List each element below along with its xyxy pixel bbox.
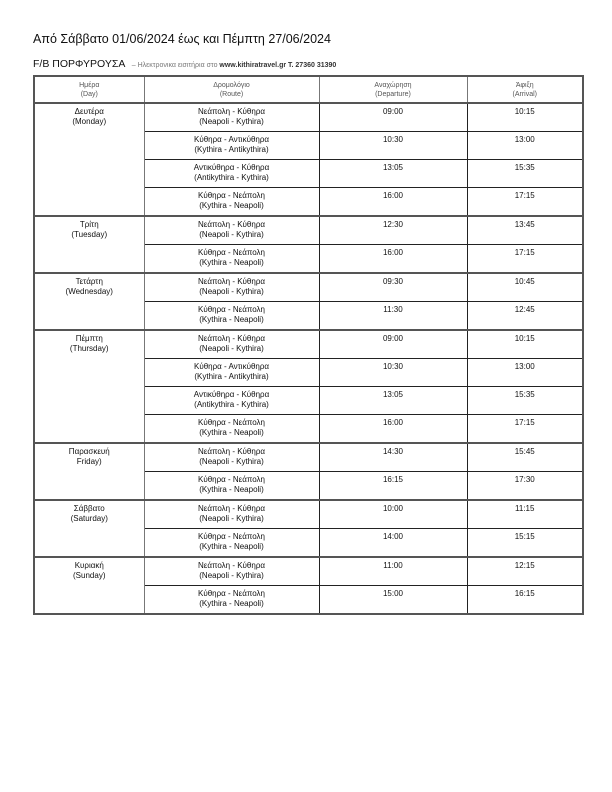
arrival-cell: 10:15 [466, 102, 584, 132]
day-cell: Δευτέρα (Monday) [33, 102, 145, 217]
header-arrival: Άφιξη (Arrival) [466, 75, 584, 104]
departure-cell: 10:00 [318, 499, 468, 529]
departure-cell: 09:30 [318, 272, 468, 302]
route-cell: Νεάπολη - Κύθηρα (Neapoli - Kythira) [143, 102, 320, 132]
ticket-note: – Ηλεκτρονικα εισιτήρια στο www.kithirat… [132, 62, 337, 69]
route-cell: Κύθηρα - Νεάπολη (Kythira - Neapoli) [143, 187, 320, 217]
departure-cell: 09:00 [318, 102, 468, 132]
departure-cell: 14:30 [318, 442, 468, 472]
departure-cell: 14:00 [318, 528, 468, 558]
arrival-cell: 13:00 [466, 131, 584, 160]
departure-cell: 10:30 [318, 358, 468, 387]
arrival-cell: 17:15 [466, 187, 584, 217]
header-route: Δρομολόγιο (Route) [143, 75, 320, 104]
day-cell: Παρασκευή Friday) [33, 442, 145, 501]
header-departure: Αναχώρηση (Departure) [318, 75, 468, 104]
table-row: Αντικύθηρα - Κύθηρα (Antikythira - Kythir… [34, 386, 584, 415]
day-cell: Σάββατο (Saturday) [33, 499, 145, 558]
route-cell: Κύθηρα - Αντικύθηρα (Kythira - Antikythir… [143, 131, 320, 160]
departure-cell: 09:00 [318, 329, 468, 359]
departure-cell: 16:00 [318, 244, 468, 274]
table-row: Κύθηρα - Αντικύθηρα (Kythira - Antikythir… [34, 131, 584, 160]
arrival-cell: 12:45 [466, 301, 584, 331]
departure-cell: 16:00 [318, 414, 468, 444]
route-cell: Αντικύθηρα - Κύθηρα (Antikythira - Kythir… [143, 386, 320, 415]
vessel-name: F/B ΠΟΡΦΥΡΟΥΣΑ [33, 58, 125, 70]
route-cell: Κύθηρα - Νεάπολη (Kythira - Neapoli) [143, 414, 320, 444]
arrival-cell: 15:15 [466, 528, 584, 558]
arrival-cell: 10:45 [466, 272, 584, 302]
table-row: Κύθηρα - Νεάπολη (Kythira - Neapoli) 15:00… [34, 585, 584, 615]
header-row: Ημέρα (Day) Δρομολόγιο (Route) Αναχώρηση (D… [33, 75, 584, 104]
table-row: Σάββατο (Saturday) Νεάπολη - Κύθηρα (Neapol… [33, 499, 584, 558]
table-row: Τετάρτη (Wednesday) Νεάπολη - Κύθηρα (Neapo… [33, 272, 584, 331]
note-prefix: – Ηλεκτρονικα εισιτήρια στο [131, 62, 218, 69]
departure-cell: 11:30 [318, 301, 468, 331]
departure-cell: 11:00 [318, 556, 468, 586]
table-row: Αντικύθηρα - Κύθηρα (Antikythira - Kythir… [34, 159, 584, 188]
arrival-cell: 12:15 [466, 556, 584, 586]
day-cell: Τετάρτη (Wednesday) [33, 272, 145, 331]
arrival-cell: 11:15 [466, 499, 584, 529]
arrival-cell: 13:45 [466, 215, 584, 245]
route-cell: Νεάπολη - Κύθηρα (Neapoli - Kythira) [143, 329, 320, 359]
table-row: Κύθηρα - Νεάπολη (Kythira - Neapoli) 16:15… [34, 471, 584, 501]
route-cell: Κύθηρα - Νεάπολη (Kythira - Neapoli) [143, 528, 320, 558]
table-row: Πέμπτη (Thursday) Νεάπολη - Κύθηρα (Neapoli… [33, 329, 584, 444]
route-cell: Νεάπολη - Κύθηρα (Neapoli - Kythira) [143, 215, 320, 245]
arrival-cell: 17:30 [466, 471, 584, 501]
day-cell: Κυριακή (Sunday) [33, 556, 145, 615]
arrival-cell: 10:15 [466, 329, 584, 359]
route-cell: Κύθηρα - Αντικύθηρα (Kythira - Antikythir… [143, 358, 320, 387]
arrival-cell: 15:35 [466, 159, 584, 188]
note-site: www.kithiratravel.gr T. 27360 31390 [219, 62, 337, 69]
route-cell: Κύθηρα - Νεάπολη (Kythira - Neapoli) [143, 244, 320, 274]
route-cell: Νεάπολη - Κύθηρα (Neapoli - Kythira) [143, 442, 320, 472]
day-cell: Τρίτη (Tuesday) [33, 215, 145, 274]
table-row: Παρασκευή Friday) Νεάπολη - Κύθηρα (Neapoli… [33, 442, 584, 501]
arrival-cell: 15:45 [466, 442, 584, 472]
departure-cell: 12:30 [318, 215, 468, 245]
route-cell: Νεάπολη - Κύθηρα (Neapoli - Kythira) [143, 499, 320, 529]
route-cell: Κύθηρα - Νεάπολη (Kythira - Neapoli) [143, 471, 320, 501]
arrival-cell: 17:15 [466, 244, 584, 274]
departure-cell: 16:15 [318, 471, 468, 501]
table-row: Κύθηρα - Νεάπολη (Kythira - Neapoli) 16:00… [34, 244, 584, 274]
departure-cell: 15:00 [318, 585, 468, 615]
table-row: Κύθηρα - Νεάπολη (Kythira - Neapoli) 11:30… [34, 301, 584, 331]
route-cell: Αντικύθηρα - Κύθηρα (Antikythira - Kythir… [143, 159, 320, 188]
arrival-cell: 16:15 [466, 585, 584, 615]
table-row: Κύθηρα - Νεάπολη (Kythira - Neapoli) 16:00… [34, 187, 584, 217]
schedule-table: Ημέρα (Day) Δρομολόγιο (Route) Αναχώρηση (D… [33, 75, 584, 615]
table-row: Κύθηρα - Αντικύθηρα (Kythira - Antikythir… [34, 358, 584, 387]
departure-cell: 16:00 [318, 187, 468, 217]
subtitle: F/B ΠΟΡΦΥΡΟΥΣΑ – Ηλεκτρονικα εισιτήρια σ… [33, 58, 336, 70]
table-row: Κύθηρα - Νεάπολη (Kythira - Neapoli) 14:00… [34, 528, 584, 558]
arrival-cell: 13:00 [466, 358, 584, 387]
route-cell: Κύθηρα - Νεάπολη (Kythira - Neapoli) [143, 585, 320, 615]
route-cell: Νεάπολη - Κύθηρα (Neapoli - Kythira) [143, 556, 320, 586]
departure-cell: 13:05 [318, 159, 468, 188]
table-row: Κυριακή (Sunday) Νεάπολη - Κύθηρα (Neapoli … [33, 556, 584, 615]
table-row: Τρίτη (Tuesday) Νεάπολη - Κύθηρα (Neapoli -… [33, 215, 584, 274]
route-cell: Κύθηρα - Νεάπολη (Kythira - Neapoli) [143, 301, 320, 331]
departure-cell: 13:05 [318, 386, 468, 415]
header-day: Ημέρα (Day) [33, 75, 145, 104]
day-cell: Πέμπτη (Thursday) [33, 329, 145, 444]
arrival-cell: 15:35 [466, 386, 584, 415]
route-cell: Νεάπολη - Κύθηρα (Neapoli - Kythira) [143, 272, 320, 302]
page-title: Από Σάββατο 01/06/2024 έως και Πέμπτη 27… [33, 32, 331, 46]
table-row: Δευτέρα (Monday) Νεάπολη - Κύθηρα (Neapoli … [33, 102, 584, 217]
departure-cell: 10:30 [318, 131, 468, 160]
arrival-cell: 17:15 [466, 414, 584, 444]
table-row: Κύθηρα - Νεάπολη (Kythira - Neapoli) 16:00… [34, 414, 584, 444]
